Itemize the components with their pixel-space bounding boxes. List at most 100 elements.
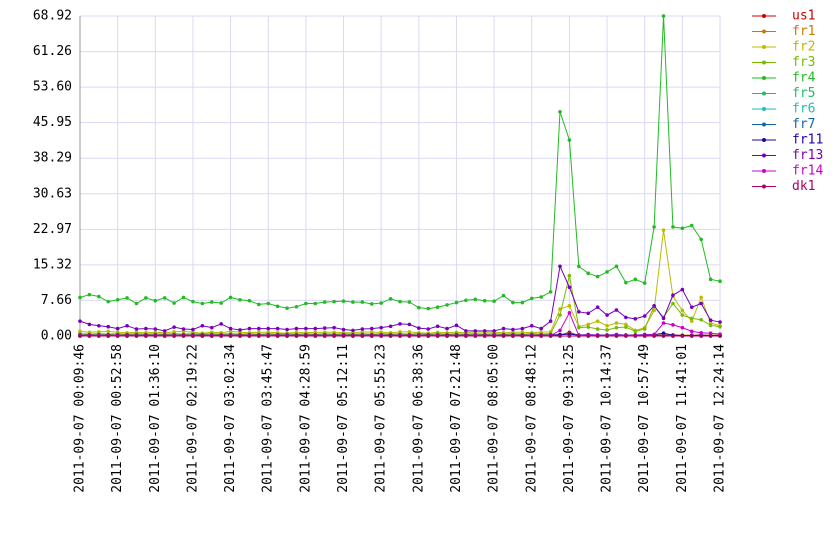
data-point xyxy=(718,324,722,329)
data-point xyxy=(689,329,694,334)
data-point xyxy=(624,334,628,338)
data-point xyxy=(558,264,562,269)
data-point xyxy=(718,279,722,284)
data-point xyxy=(558,109,562,114)
legend-marker xyxy=(762,45,766,49)
data-point xyxy=(708,318,713,323)
data-point xyxy=(605,270,609,274)
data-point xyxy=(351,328,355,333)
data-point xyxy=(605,323,609,328)
data-point xyxy=(558,328,562,333)
data-point xyxy=(671,301,675,306)
data-point xyxy=(153,334,158,338)
data-point xyxy=(652,308,656,313)
data-point xyxy=(144,296,148,300)
data-point xyxy=(257,302,261,307)
data-point xyxy=(671,225,675,229)
data-point xyxy=(304,326,308,331)
data-point xyxy=(369,326,374,331)
data-point xyxy=(624,322,628,327)
data-point xyxy=(492,334,496,338)
data-point xyxy=(407,334,412,338)
data-point xyxy=(332,325,336,330)
data-point xyxy=(294,334,299,338)
data-point xyxy=(153,327,158,331)
data-point xyxy=(445,326,449,331)
data-point xyxy=(379,325,383,330)
data-point xyxy=(266,301,271,306)
data-point xyxy=(586,322,591,327)
data-point xyxy=(134,327,139,331)
data-point xyxy=(125,296,129,300)
data-point xyxy=(501,334,506,338)
data-point xyxy=(482,334,487,338)
data-point xyxy=(595,305,600,310)
data-point xyxy=(97,334,101,338)
data-point xyxy=(464,298,468,303)
data-point xyxy=(454,323,459,328)
data-point xyxy=(332,299,336,304)
data-point xyxy=(435,305,440,310)
data-point xyxy=(642,334,647,338)
data-point xyxy=(614,264,619,269)
data-point xyxy=(567,334,572,338)
data-point xyxy=(689,223,694,228)
data-point xyxy=(633,334,638,338)
legend-marker xyxy=(762,60,766,65)
data-point xyxy=(360,327,365,331)
data-point xyxy=(708,323,713,328)
data-point xyxy=(605,328,609,332)
data-point xyxy=(257,326,261,331)
data-point xyxy=(689,305,694,310)
data-point xyxy=(464,329,468,333)
x-tick-label: 2011-09-07 09:31:25 xyxy=(562,344,577,493)
data-point xyxy=(614,325,619,330)
data-point xyxy=(577,264,581,269)
data-point xyxy=(351,300,355,304)
data-point xyxy=(671,323,675,327)
data-point xyxy=(369,302,374,306)
data-point xyxy=(699,330,703,335)
data-point xyxy=(539,334,543,338)
data-point xyxy=(304,301,308,306)
data-point xyxy=(558,313,562,317)
data-point xyxy=(388,334,393,338)
data-point xyxy=(492,299,496,303)
data-point xyxy=(501,326,506,331)
data-point xyxy=(577,310,581,314)
data-point xyxy=(605,313,609,317)
data-point xyxy=(209,334,214,338)
data-point xyxy=(313,301,318,306)
data-point xyxy=(520,326,525,331)
legend-marker xyxy=(762,76,766,80)
data-point xyxy=(511,327,515,332)
data-point xyxy=(294,304,299,309)
data-point xyxy=(219,334,223,338)
data-point xyxy=(106,299,111,304)
data-point xyxy=(511,300,515,305)
data-point xyxy=(106,324,111,329)
data-point xyxy=(718,334,722,338)
data-point xyxy=(125,334,129,338)
legend-marker xyxy=(762,169,766,173)
data-point xyxy=(360,334,365,338)
data-point xyxy=(313,334,318,338)
data-point xyxy=(708,334,713,338)
data-point xyxy=(689,334,694,338)
data-point xyxy=(586,325,591,329)
data-point xyxy=(548,290,553,294)
data-point xyxy=(398,299,402,304)
data-point xyxy=(539,326,543,331)
y-tick-label: 30.63 xyxy=(33,186,72,201)
data-point xyxy=(567,310,572,315)
data-point xyxy=(200,334,205,338)
legend-label: us1 xyxy=(792,9,815,24)
data-point xyxy=(87,292,92,297)
data-point xyxy=(115,297,120,302)
legend-marker xyxy=(762,153,766,158)
data-point xyxy=(115,326,120,331)
data-point xyxy=(567,273,572,278)
x-tick-label: 2011-09-07 12:24:14 xyxy=(713,344,728,493)
data-point xyxy=(529,296,534,301)
